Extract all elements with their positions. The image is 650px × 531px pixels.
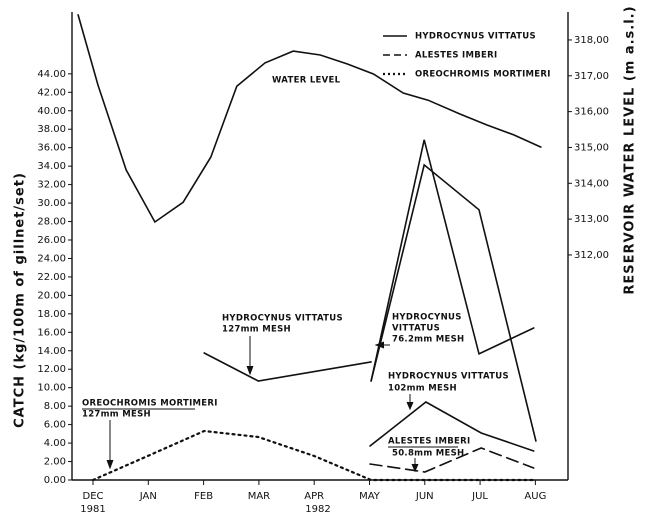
annotation: 102mm MESH [388, 384, 457, 394]
y-tick-label: 38.00 [37, 124, 66, 135]
annotation: VITTATUS [392, 324, 440, 334]
y-tick-label: 32.00 [37, 180, 66, 191]
y-tick-label: 34.00 [37, 161, 66, 172]
y-tick-label: 40.00 [37, 106, 66, 117]
x-tick-label: JUN [415, 491, 434, 502]
y-tick-label: 14.00 [37, 346, 66, 357]
series-line [369, 401, 535, 452]
x-tick-label: JAN [139, 491, 157, 502]
annotation: 127mm MESH [222, 325, 291, 335]
series-line [370, 163, 537, 442]
y-tick-label: 22.00 [37, 272, 66, 283]
y-tick-label: 20.00 [37, 290, 66, 301]
series-line [77, 14, 542, 224]
annotation: HYDROCYNUS VITTATUS [388, 372, 509, 382]
year-label: 1982 [305, 504, 330, 515]
y-tick-label: 10.00 [37, 383, 66, 394]
annotation: ALESTES IMBERI [388, 437, 470, 447]
year-label: 1981 [80, 504, 105, 515]
arrows [82, 336, 458, 473]
y-tick-label: 8.00 [44, 401, 66, 412]
y-tick-label: 44.00 [37, 69, 66, 80]
series-line [91, 429, 537, 482]
y-tick-label: 36.00 [37, 143, 66, 154]
y2-tick-label: 315,00 [574, 142, 609, 153]
y2-tick-label: 316,00 [574, 107, 609, 118]
y-tick-label: 6.00 [44, 420, 66, 431]
y-tick-label: 26.00 [37, 235, 66, 246]
x-tick-label: DEC [83, 491, 104, 502]
y2-tick-label: 312,00 [574, 250, 609, 261]
y-tick-label: 28.00 [37, 217, 66, 228]
y-tick-label: 12.00 [37, 364, 66, 375]
annotation: WATER LEVEL [272, 76, 341, 86]
x-tick-label: MAY [359, 491, 381, 502]
x-tick-label: AUG [524, 491, 546, 502]
annotation: HYDROCYNUS [392, 313, 462, 323]
x-tick-label: MAR [248, 491, 270, 502]
x-tick-label: JUL [471, 491, 488, 502]
legend-label: HYDROCYNUS VITTATUS [415, 32, 536, 42]
x-tick-label: FEB [194, 491, 213, 502]
series-line [369, 447, 535, 473]
y2-tick-label: 313,00 [574, 214, 609, 225]
series-line [370, 139, 535, 382]
x-tick-label: APR [304, 491, 324, 502]
annotation: 50.8mm MESH [392, 449, 464, 459]
y-tick-label: 24.00 [37, 253, 66, 264]
annotation: 76.2mm MESH [392, 335, 464, 345]
annotation: 127mm MESH [82, 410, 151, 420]
legend-label: ALESTES IMBERI [415, 51, 497, 61]
legend-label: OREOCHROMIS MORTIMERI [415, 70, 551, 80]
y2-tick-label: 318,00 [574, 35, 609, 46]
y-tick-label: 30.00 [37, 198, 66, 209]
y-tick-label: 4.00 [44, 438, 66, 449]
y-tick-label: 18.00 [37, 309, 66, 320]
series-line [203, 352, 372, 382]
y2-axis-title: RESERVOIR WATER LEVEL (m a.s.l.) [623, 5, 638, 294]
y-tick-label: 0.00 [44, 475, 66, 486]
annotation: OREOCHROMIS MORTIMERI [82, 399, 218, 409]
y2-tick-label: 317,00 [574, 71, 609, 82]
y-tick-label: 42.00 [37, 87, 66, 98]
y-tick-label: 2.00 [44, 457, 66, 468]
y-tick-label: 16.00 [37, 327, 66, 338]
annotation: HYDROCYNUS VITTATUS [222, 314, 343, 324]
y2-tick-label: 314,00 [574, 178, 609, 189]
y-axis-title: CATCH (kg/100m of gillnet/set) [13, 172, 28, 428]
